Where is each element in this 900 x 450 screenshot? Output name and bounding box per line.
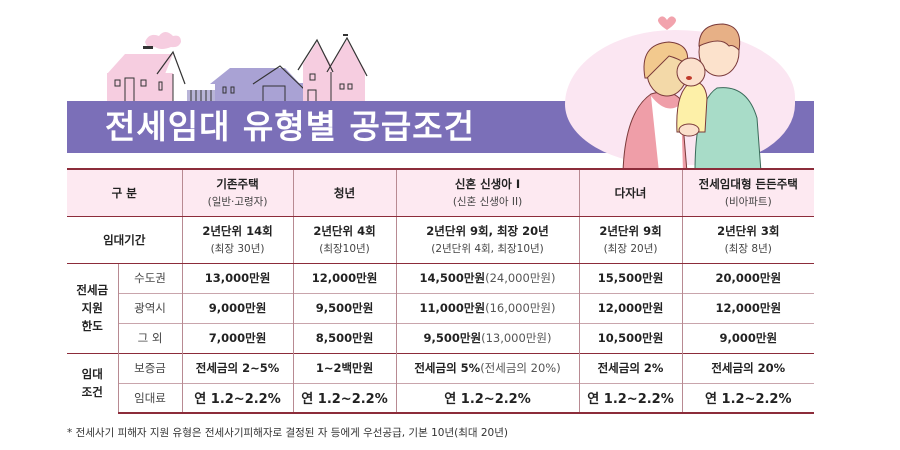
header-col-newlywed: 신혼 신생아 I (신혼 신생아 II) — [395, 168, 580, 217]
cell: 8,500만원 — [292, 322, 397, 353]
rent-label: 임대료 — [117, 382, 183, 414]
cell: 연 1.2~2.2% — [181, 382, 294, 414]
cell: 9,500만원(13,000만원) — [395, 322, 580, 353]
cell: 7,000만원 — [181, 322, 294, 353]
houses-illustration — [107, 32, 368, 104]
cell: 9,500만원 — [292, 292, 397, 323]
table-row-limit-metro: 광역시 9,000만원 9,500만원 11,000만원(16,000만원) 1… — [67, 292, 815, 323]
cell: 12,000만원 — [681, 292, 815, 323]
table-row-limit-other: 그 외 7,000만원 8,500만원 9,500만원(13,000만원) 10… — [67, 322, 815, 353]
header-col-deundeun: 전세임대형 든든주택 (비아파트) — [681, 168, 815, 217]
cell: 2년단위 4회 (최장10년) — [292, 215, 397, 264]
cell: 9,000만원 — [181, 292, 294, 323]
family-illustration — [622, 16, 762, 172]
cell: 1~2백만원 — [292, 352, 397, 383]
cell: 2년단위 3회 (최장 8년) — [681, 215, 815, 264]
cell: 10,500만원 — [578, 322, 683, 353]
table-header-row: 구 분 기존주택 (일반·고령자) 청년 신혼 신생아 I (신혼 신생아 II) … — [67, 168, 815, 217]
cell: 연 1.2~2.2% — [292, 382, 397, 414]
cell: 2년단위 14회 (최장 30년) — [181, 215, 294, 264]
table-row-deposit: 임대 조건 보증금 전세금의 2~5% 1~2백만원 전세금의 5%(전세금의 … — [67, 352, 815, 413]
cell: 15,500만원 — [578, 262, 683, 293]
region-label: 수도권 — [117, 262, 183, 293]
cell: 연 1.2~2.2% — [578, 382, 683, 414]
cell: 14,500만원(24,000만원) — [395, 262, 580, 293]
row-label-period: 임대기간 — [67, 215, 183, 264]
header-col-multichild: 다자녀 — [578, 168, 683, 217]
table-row-rent: 임대료 연 1.2~2.2% 연 1.2~2.2% 연 1.2~2.2% 연 1… — [67, 382, 815, 414]
cell: 2년단위 9회, 최장 20년 (2년단위 4회, 최장10년) — [395, 215, 580, 264]
cell: 12,000만원 — [578, 292, 683, 323]
row-group-limit: 전세금 지원 한도 — [67, 262, 118, 353]
cell: 20,000만원 — [681, 262, 815, 293]
page-title: 전세임대 유형별 공급조건 — [105, 107, 475, 146]
header-category: 구 분 — [67, 168, 183, 217]
cell: 연 1.2~2.2% — [395, 382, 580, 414]
cell: 2년단위 9회 (최장 20년) — [578, 215, 683, 264]
cell: 12,000만원 — [292, 262, 397, 293]
row-group-conditions: 임대 조건 — [67, 352, 118, 413]
deposit-label: 보증금 — [117, 352, 183, 383]
header-col-youth: 청년 — [292, 168, 397, 217]
table-row-period: 임대기간 2년단위 14회 (최장 30년) 2년단위 4회 (최장10년) 2년단… — [67, 215, 815, 264]
cell: 전세금의 2% — [578, 352, 683, 383]
cell: 13,000만원 — [181, 262, 294, 293]
cell: 11,000만원(16,000만원) — [395, 292, 580, 323]
cell: 9,000만원 — [681, 322, 815, 353]
cell: 연 1.2~2.2% — [681, 382, 815, 414]
cell: 전세금의 5%(전세금의 20%) — [395, 352, 580, 383]
region-label: 광역시 — [117, 292, 183, 323]
table-row-limit-capital: 전세금 지원 한도 수도권 13,000만원 12,000만원 14,500만원… — [67, 262, 815, 353]
header-col-existing: 기존주택 (일반·고령자) — [181, 168, 294, 217]
region-label: 그 외 — [117, 322, 183, 353]
footnote: * 전세사기 피해자 지원 유형은 전세사기피해자로 결정된 자 등에게 우선공… — [67, 427, 508, 439]
cell: 전세금의 20% — [681, 352, 815, 383]
cell: 전세금의 2~5% — [181, 352, 294, 383]
supply-conditions-table: 구 분 기존주택 (일반·고령자) 청년 신혼 신생아 I (신혼 신생아 II) … — [67, 168, 815, 414]
